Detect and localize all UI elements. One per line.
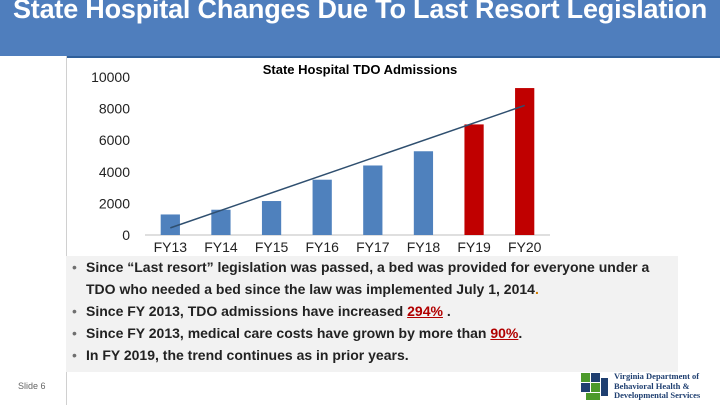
x-tick-label: FY15 [255,239,289,255]
y-tick-label: 0 [122,227,130,243]
bullet-text: Since FY 2013, TDO admissions have incre… [86,303,408,319]
logo-icon [581,373,608,400]
y-tick-label: 10000 [91,69,130,85]
bullet-item: Since FY 2013, medical care costs have g… [72,322,678,344]
logo-line: Behavioral Health & [614,380,690,391]
x-tick-label: FY14 [204,239,238,255]
x-tick-label: FY19 [457,239,491,255]
bullet-item: Since “Last resort” legislation was pass… [72,256,678,300]
bullet-list-panel: Since “Last resort” legislation was pass… [66,256,678,372]
highlight-percent: 294% [407,303,443,319]
x-tick-label: FY18 [407,239,441,255]
slide-number: Slide 6 [18,381,46,391]
logo-line: Developmental Services [614,390,701,400]
bullet-suffix: . [534,281,539,297]
bullet-item: In FY 2019, the trend continues as in pr… [72,344,678,366]
bullet-item: Since FY 2013, TDO admissions have incre… [72,300,678,322]
y-tick-label: 2000 [99,195,130,211]
bar-fy18 [413,151,434,235]
logo-text: Virginia Department of Behavioral Health… [614,371,701,401]
trendline [170,104,525,229]
left-margin [0,56,67,405]
title-bar: State Hospital Changes Due To Last Resor… [0,0,720,58]
x-tick-label: FY17 [356,239,390,255]
y-tick-label: 8000 [99,101,130,117]
bar-fy16 [312,179,332,235]
highlight-percent: 90% [490,325,519,341]
bar-fy14 [211,209,231,235]
bullet-suffix: . [518,325,523,341]
y-tick-label: 4000 [99,164,130,180]
bullet-text: Since FY 2013, medical care costs have g… [86,325,491,341]
bullet-text: Since “Last resort” legislation was pass… [86,259,650,297]
slide-title: State Hospital Changes Due To Last Resor… [12,0,707,24]
bar-fy17 [363,165,383,235]
x-tick-label: FY13 [154,239,188,255]
x-tick-label: FY16 [305,239,339,255]
bar-fy19 [464,124,484,235]
chart-title: State Hospital TDO Admissions [262,62,458,77]
x-tick-label: FY20 [508,239,542,255]
logo-line: Virginia Department of [614,371,700,381]
bar-fy13 [160,214,180,235]
dbhds-logo: Virginia Department of Behavioral Health… [580,370,716,402]
bar-chart: 0 2000 4000 6000 8000 10000 FY13 FY14 FY15 FY16 FY… [91,69,550,255]
bullet-suffix: . [442,303,451,319]
y-tick-label: 6000 [99,132,130,148]
bar-fy15 [261,201,282,235]
bullet-text: In FY 2019, the trend continues as in pr… [86,347,409,363]
bar-fy20 [515,88,535,235]
